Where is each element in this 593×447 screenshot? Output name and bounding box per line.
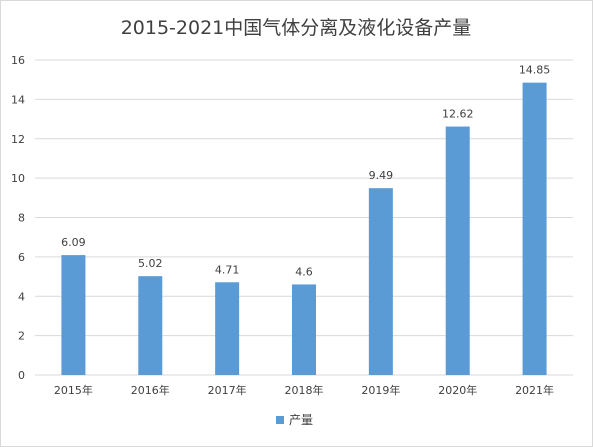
legend-label: 产量 [289,413,313,427]
data-label: 14.85 [519,64,551,77]
y-tick-label: 2 [18,330,25,343]
data-label: 6.09 [61,236,86,249]
legend: 产量 [276,413,313,427]
y-tick-label: 14 [11,93,25,106]
x-tick-label: 2017年 [208,383,247,397]
y-tick-label: 10 [11,172,25,185]
data-label: 12.62 [442,108,474,121]
y-tick-label: 0 [18,369,25,382]
bar [445,126,470,375]
x-tick-label: 2018年 [285,383,324,397]
bar [292,284,316,375]
x-tick-label: 2016年 [131,383,170,397]
data-labels: 6.09 5.02 4.71 4.6 9.49 12.62 14.85 [61,64,550,279]
y-tick-label: 8 [18,212,25,225]
bar [368,188,393,375]
y-tick-label: 6 [18,251,25,264]
x-tick-label: 2021年 [515,383,554,397]
gridlines [35,59,573,376]
x-tick-label: 2020年 [438,383,477,397]
x-axis-ticks: 2015年 2016年 2017年 2018年 2019年 2020年 2021年 [54,383,554,397]
data-label: 9.49 [369,169,394,182]
data-label: 4.71 [215,263,240,276]
data-label: 5.02 [138,257,163,270]
legend-swatch [276,416,284,424]
bar [61,255,86,375]
x-tick-label: 2015年 [54,383,93,397]
bars [61,82,547,375]
bar [138,276,163,375]
x-tick-label: 2019年 [361,383,400,397]
bar [215,282,240,375]
bar [522,82,547,375]
y-axis-ticks: 0 2 4 6 8 10 12 14 16 [11,54,25,382]
data-label: 4.6 [295,265,313,278]
y-tick-label: 16 [11,54,25,67]
y-tick-label: 4 [18,290,25,303]
chart-title: 2015-2021中国气体分离及液化设备产量 [121,17,472,39]
y-tick-label: 12 [11,133,25,146]
